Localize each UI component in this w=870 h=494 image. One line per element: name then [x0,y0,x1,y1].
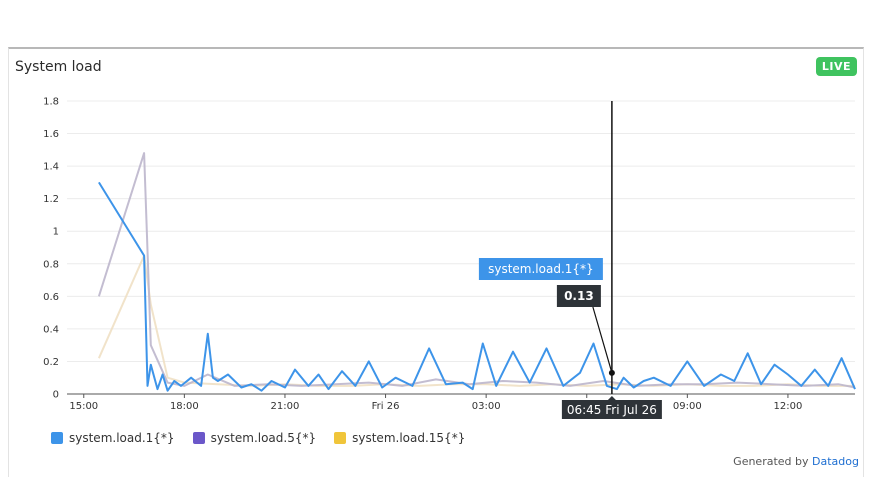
y-tick-label: 0 [53,390,59,401]
series-line-load1 [98,181,856,392]
footer-prefix: Generated by [733,455,809,468]
series-line-load5 [97,152,856,389]
x-tick-label: Fri 26 [372,401,400,412]
y-tick-label: 0.8 [43,259,59,270]
legend-label-load15: system.load.15{*} [352,431,466,445]
tooltip-series-box [478,258,603,280]
x-tick-label: 09:00 [673,401,702,412]
chart-grid [67,100,855,395]
y-axis: 0 0.2 0.4 0.6 0.8 1 1.2 1.4 1.6 1.8 [43,97,59,401]
hover-cursor: system.load.1{*} 0.13 06:45 Fri Jul 26 [478,101,662,419]
timeseries-chart[interactable]: 0 0.2 0.4 0.6 0.8 1 1.2 1.4 1.6 1.8 15:00 18:00 21:… [9,49,863,419]
legend-label-load5: system.load.5{*} [210,431,317,445]
tooltip-value-box [556,285,601,307]
y-tick-label: 1.4 [43,162,59,173]
x-tick-label: 03:00 [472,401,501,412]
legend-swatch-load1 [51,432,63,444]
tooltip-connector [592,306,613,374]
x-tick-label: 12:00 [774,401,803,412]
y-tick-label: 1.6 [43,129,59,140]
legend-swatch-load15 [334,432,347,444]
y-tick-label: 1.2 [43,194,59,205]
x-tick-label: 21:00 [271,401,300,412]
live-badge[interactable]: LIVE [815,57,857,76]
legend: system.load.1{*} system.load.5{*} system… [51,431,465,445]
tooltip-point [608,369,615,376]
widget-panel: System load LIVE 0 0.2 0.4 0.6 0.8 1 1.2 1.4 1.6… [8,47,864,477]
legend-item-load5[interactable]: system.load.5{*} [192,431,317,445]
legend-item-load1[interactable]: system.load.1{*} [51,431,175,445]
tooltip-series-label: system.load.1{*} [488,262,594,276]
y-tick-label: 1.8 [43,97,59,108]
y-tick-label: 0.6 [43,292,59,303]
tooltip-time-label: 06:45 Fri Jul 26 [567,403,657,417]
y-tick-label: 0.2 [43,357,59,368]
tooltip-value: 0.13 [564,289,594,303]
footer: Generated by Datadog [733,455,859,468]
legend-swatch-load5 [192,432,205,444]
y-tick-label: 1 [53,227,59,238]
legend-item-load15[interactable]: system.load.15{*} [334,431,465,445]
legend-label-load1: system.load.1{*} [69,431,175,445]
tooltip-time-pointer [607,396,616,400]
widget-title: System load [15,59,102,75]
series-layer [97,152,856,392]
x-tick-label: 18:00 [170,401,199,412]
tooltip-time-box [561,400,662,419]
y-tick-label: 0.4 [43,324,59,335]
x-tick-label: 15:00 [69,401,98,412]
datadog-link[interactable]: Datadog [812,455,859,468]
